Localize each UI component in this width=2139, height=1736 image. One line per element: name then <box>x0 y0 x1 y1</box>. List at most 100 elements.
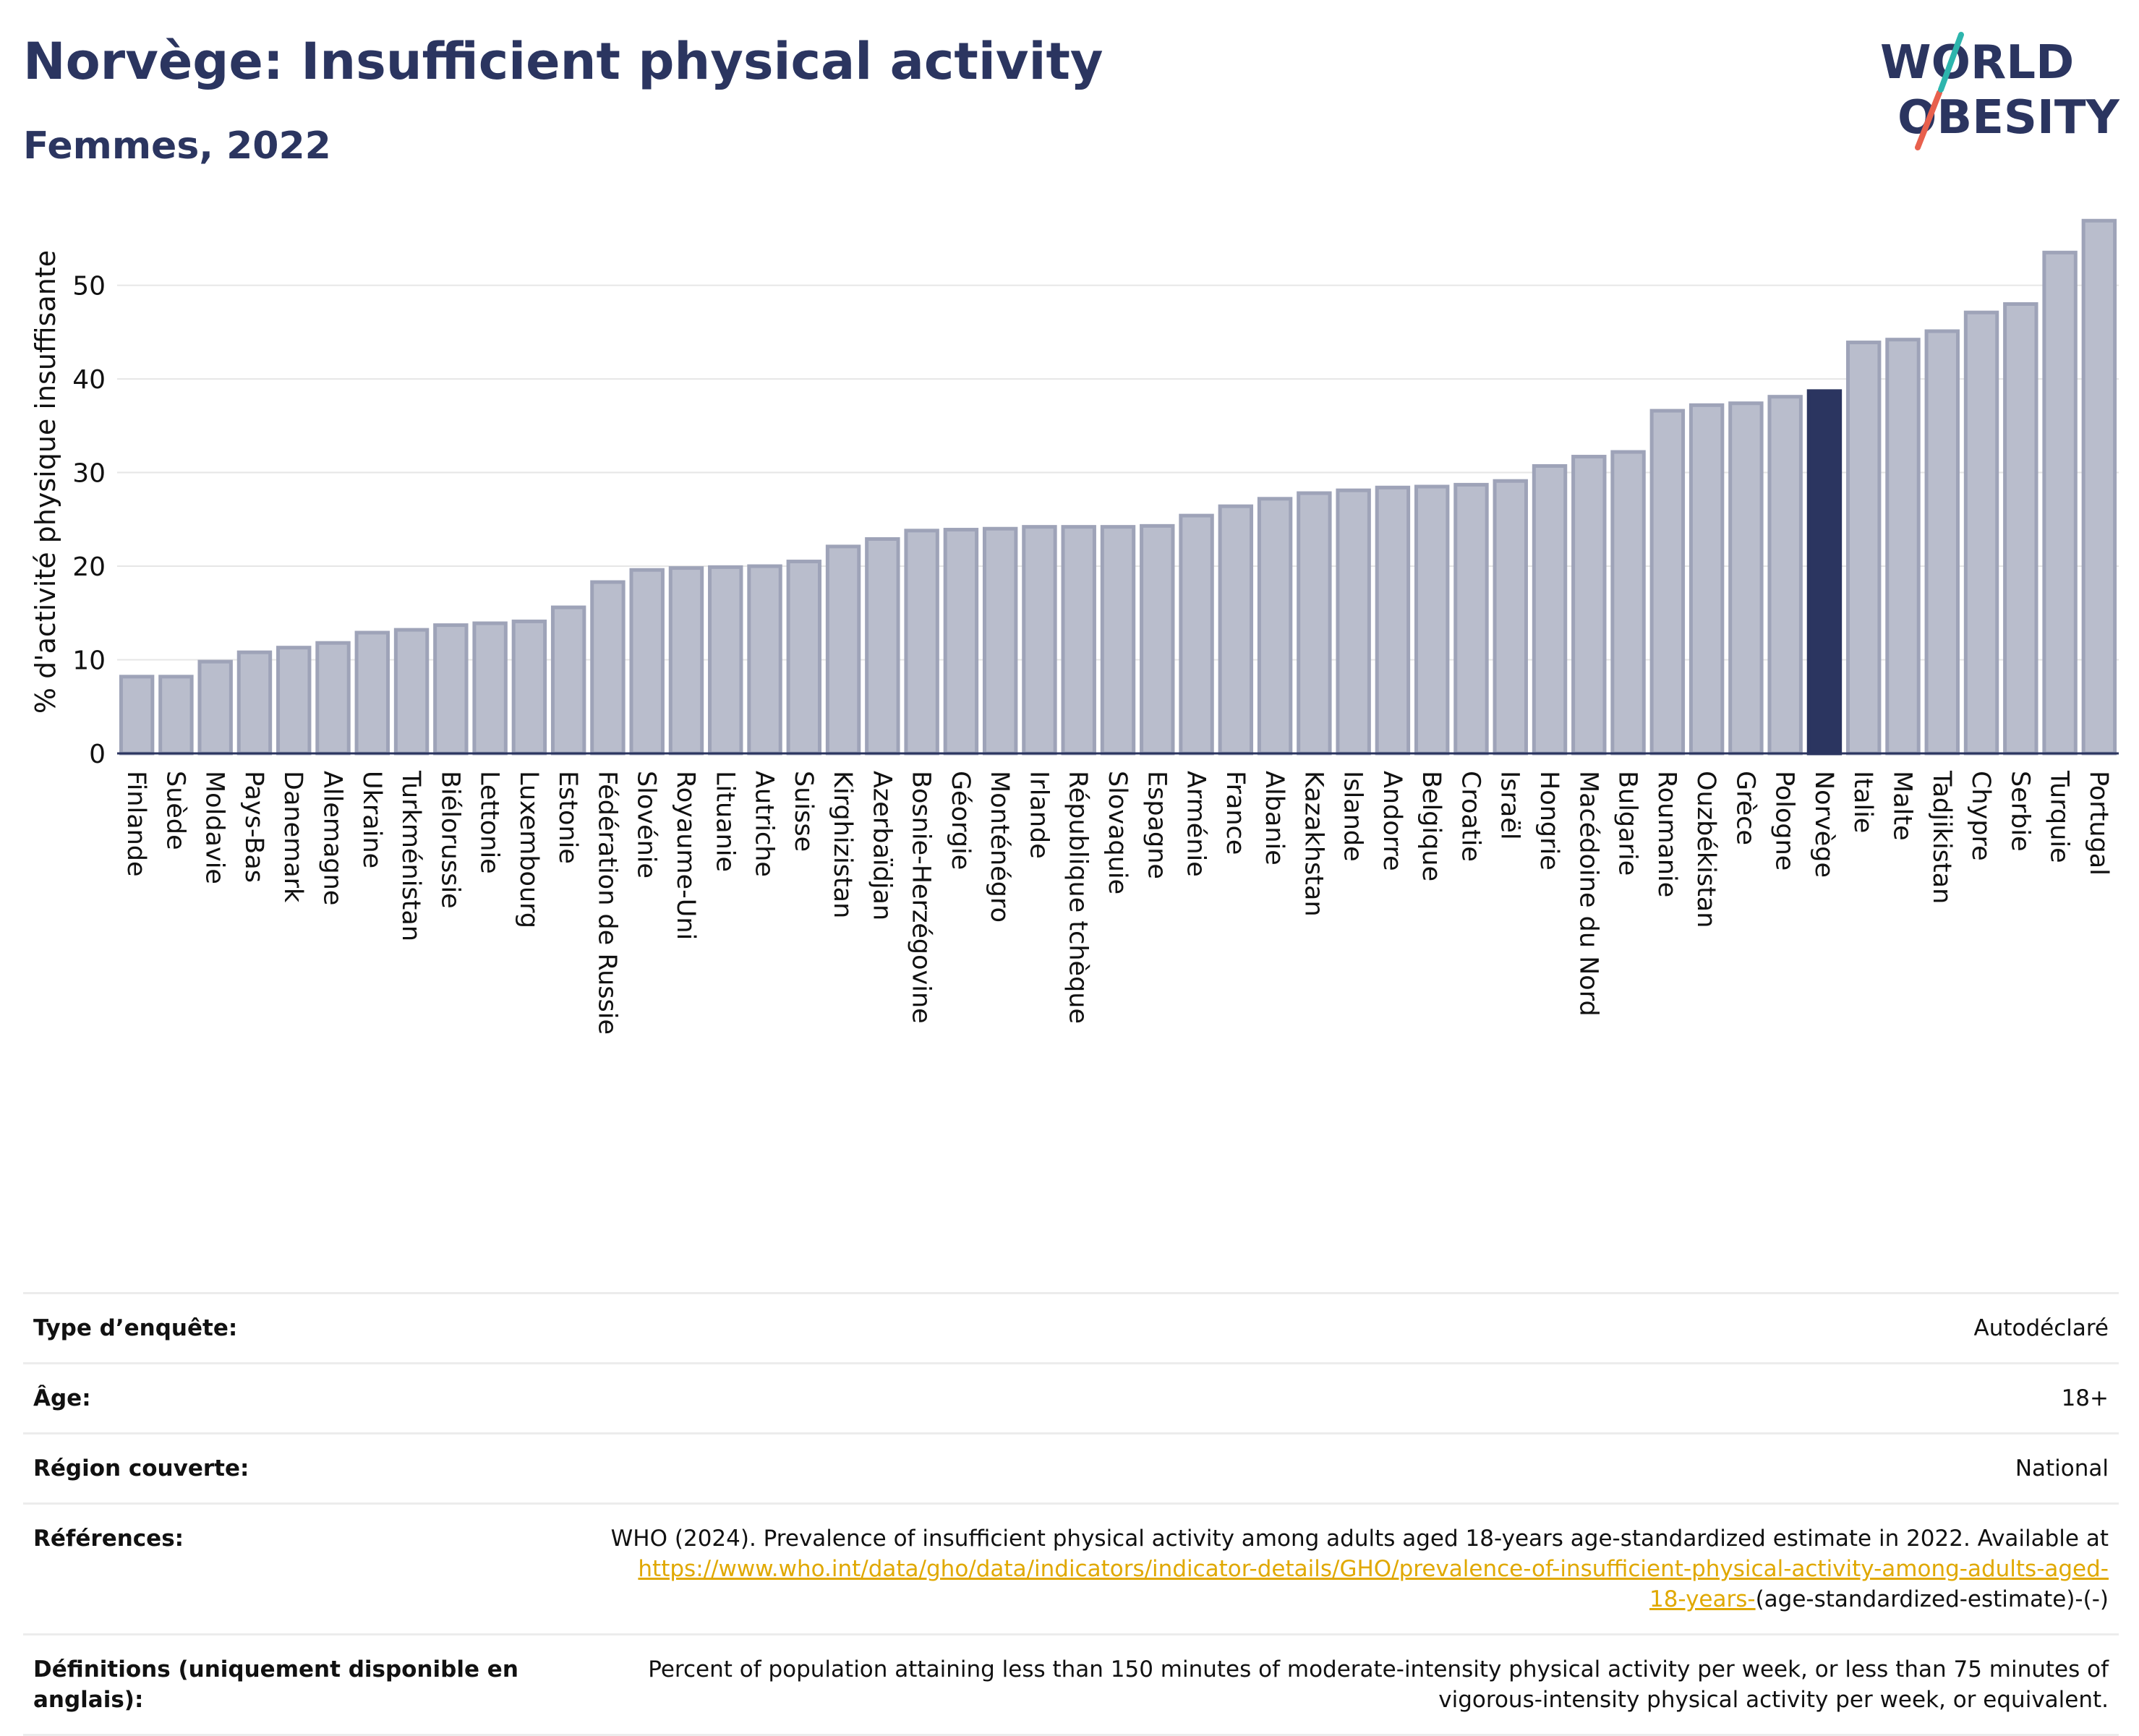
x-tick-label: Andorre <box>1378 771 1406 871</box>
references-label: Références: <box>33 1526 184 1552</box>
x-tick-label: Norvège <box>1809 771 1838 878</box>
x-tick-label: France <box>1221 771 1250 855</box>
bar-Kazakhstan <box>1297 491 1332 756</box>
x-tick-label: Malte <box>1887 771 1916 841</box>
bar-Roumanie <box>1649 409 1686 756</box>
bar-Malte <box>1885 338 1921 756</box>
x-tick-label: Biélorussie <box>435 771 464 909</box>
x-tick-label: Belgique <box>1417 771 1446 881</box>
bar-Géorgie <box>943 528 979 756</box>
x-tick-label: Fédération de Russie <box>592 771 621 1035</box>
x-tick-label: Albanie <box>1260 771 1289 865</box>
x-tick-label: Allemagne <box>318 771 347 905</box>
bar-Israël <box>1493 479 1528 756</box>
bar-Royaume-Uni <box>668 566 704 756</box>
logo-line1: WORLD <box>1880 36 2074 90</box>
bar-Grèce <box>1728 401 1764 756</box>
bar-Tadjikistan <box>1924 329 1960 756</box>
y-tick-label: 0 <box>89 740 106 769</box>
region-label: Région couverte: <box>33 1455 249 1481</box>
survey-type-value: Autodéclaré <box>1973 1315 2109 1341</box>
age-value: 18+ <box>2061 1385 2109 1411</box>
x-tick-label: Israël <box>1495 771 1524 840</box>
x-tick-label: Croatie <box>1456 771 1485 862</box>
x-tick-label: Bulgarie <box>1613 771 1642 876</box>
info-row-region: Région couverte: National <box>23 1434 2119 1505</box>
bar-Luxembourg <box>511 619 547 756</box>
x-tick-label: Moldavie <box>200 771 229 884</box>
bar-Espagne <box>1140 523 1175 756</box>
bar-Chypre <box>1963 310 1999 756</box>
bar-Norvège <box>1806 389 1843 756</box>
info-row-references: Références: WHO (2024). Prevalence of in… <box>23 1505 2119 1635</box>
bar-Allemagne <box>315 641 351 756</box>
y-tick-label: 40 <box>72 365 106 395</box>
info-row-survey: Type d’enquête: Autodéclaré <box>23 1294 2119 1364</box>
x-tick-label: Lituanie <box>710 771 739 872</box>
bar-Finlande <box>119 675 155 756</box>
x-tick-label: Roumanie <box>1652 771 1681 897</box>
references-tail: (age-standardized-estimate)-(-) <box>1755 1586 2109 1612</box>
x-tick-label: Pays-Bas <box>239 771 268 883</box>
logo-slash-red <box>1915 90 1942 150</box>
bar-Andorre <box>1375 485 1411 756</box>
bar-Hongrie <box>1532 463 1568 756</box>
x-tick-label: Pologne <box>1770 771 1799 871</box>
bar-Biélorussie <box>433 623 469 756</box>
bar-Lituanie <box>708 565 743 756</box>
survey-type-label: Type d’enquête: <box>33 1315 238 1341</box>
x-tick-label: Portugal <box>2084 771 2113 876</box>
x-tick-label: Islande <box>1339 771 1367 862</box>
x-tick-label: République tchèque <box>1064 771 1093 1024</box>
x-tick-label: Géorgie <box>946 771 975 870</box>
info-row-age: Âge: 18+ <box>23 1364 2119 1434</box>
x-tick-label: Slovénie <box>632 771 661 878</box>
bar-Azerbaïdjan <box>865 536 900 756</box>
x-tick-label: Turkménistan <box>396 770 425 941</box>
x-tick-label: Bosnie-Herzégovine <box>907 771 936 1024</box>
bar-Italie <box>1846 341 1882 756</box>
x-tick-label: Espagne <box>1142 771 1171 879</box>
bar-Estonie <box>550 605 586 756</box>
bar-Ouzbékistan <box>1688 403 1725 756</box>
bar-Turkménistan <box>393 628 430 756</box>
bar-Arménie <box>1179 513 1214 756</box>
references-link[interactable]: https://www.who.int/data/gho/data/indica… <box>638 1556 2109 1582</box>
bar-chart: Finlande Suède Moldavie Pays-Bas Danemark All… <box>30 218 2119 1035</box>
x-tick-label: Kirghizistan <box>828 771 857 918</box>
bar-Albanie <box>1257 497 1293 756</box>
bar-Irlande <box>1022 525 1057 756</box>
x-tick-label: Hongrie <box>1534 771 1563 871</box>
x-tick-label: Kazakhstan <box>1299 771 1328 917</box>
y-tick-label: 10 <box>72 646 106 676</box>
definitions-value: Percent of population attaining less tha… <box>648 1656 2109 1713</box>
x-tick-label: Monténégro <box>985 771 1014 923</box>
x-tick-label: Luxembourg <box>514 771 543 928</box>
references-text: WHO (2024). Prevalence of insufficient p… <box>610 1526 2109 1552</box>
bar-Kirghizistan <box>825 544 861 756</box>
x-tick-label: Royaume-Uni <box>671 771 700 940</box>
page-subtitle: Femmes, 2022 <box>23 124 331 168</box>
bar-Suède <box>158 675 194 756</box>
bar-Pologne <box>1767 395 1803 756</box>
bar-Macédoine du Nord <box>1571 455 1607 756</box>
bar-Autriche <box>747 564 782 756</box>
x-tick-label: Azerbaïdjan <box>867 771 896 920</box>
references-link-cont[interactable]: 18-years- <box>1649 1586 1756 1612</box>
x-tick-label: Irlande <box>1024 771 1053 859</box>
bar-Slovénie <box>629 568 665 756</box>
bar-Turquie <box>2042 250 2078 756</box>
x-tick-label: Suisse <box>789 771 818 852</box>
x-tick-label: Lettonie <box>475 771 504 874</box>
y-tick-label: 30 <box>72 459 106 489</box>
y-axis-label: % d'activité physique insuffisante <box>30 250 61 714</box>
age-label: Âge: <box>33 1385 91 1411</box>
bar-Slovaquie <box>1100 525 1136 756</box>
x-tick-label: Italie <box>1848 771 1877 833</box>
x-tick-label: Chypre <box>1966 771 1995 861</box>
bar-Serbie <box>2003 302 2038 756</box>
bar-Monténégro <box>982 526 1018 756</box>
bar-Lettonie <box>472 621 508 756</box>
x-tick-label: Danemark <box>278 771 307 903</box>
x-tick-label: Turquie <box>2045 770 2074 863</box>
